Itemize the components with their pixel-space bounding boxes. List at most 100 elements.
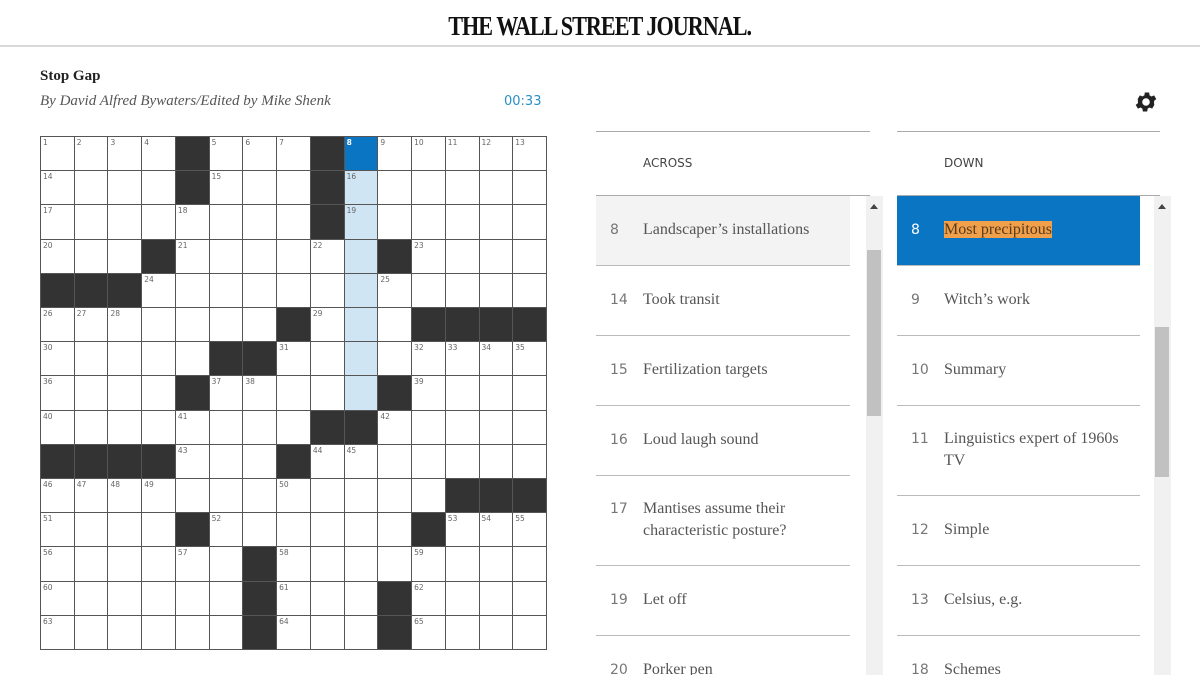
- grid-cell[interactable]: [209, 547, 243, 581]
- grid-cell[interactable]: 1: [41, 137, 74, 171]
- grid-cell[interactable]: [513, 171, 546, 205]
- grid-cell[interactable]: 56: [41, 547, 74, 581]
- grid-cell[interactable]: [479, 444, 513, 478]
- grid-cell[interactable]: [142, 615, 175, 649]
- grid-cell[interactable]: 62: [412, 581, 445, 615]
- down-clue-item[interactable]: 13 Celsius, e.g.: [897, 566, 1140, 636]
- grid-cell[interactable]: [344, 273, 378, 307]
- grid-cell[interactable]: [243, 513, 277, 547]
- grid-cell[interactable]: [310, 479, 344, 513]
- across-scrollbar[interactable]: [866, 196, 883, 675]
- across-clue-item[interactable]: 15 Fertilization targets: [596, 336, 850, 406]
- grid-cell[interactable]: 35: [513, 342, 546, 376]
- down-clue-item[interactable]: 10 Summary: [897, 336, 1140, 406]
- grid-cell[interactable]: [310, 342, 344, 376]
- grid-cell[interactable]: [277, 205, 310, 239]
- grid-cell[interactable]: [108, 615, 142, 649]
- grid-cell[interactable]: [344, 239, 378, 273]
- scrollbar-thumb[interactable]: [867, 250, 881, 416]
- grid-cell[interactable]: [445, 171, 479, 205]
- grid-cell[interactable]: [412, 171, 445, 205]
- grid-cell[interactable]: 3: [108, 137, 142, 171]
- grid-cell[interactable]: [479, 581, 513, 615]
- grid-cell[interactable]: [378, 342, 412, 376]
- grid-cell[interactable]: [243, 273, 277, 307]
- grid-cell[interactable]: [479, 205, 513, 239]
- grid-cell[interactable]: 13: [513, 137, 546, 171]
- grid-cell[interactable]: [344, 479, 378, 513]
- grid-cell[interactable]: [142, 205, 175, 239]
- grid-cell[interactable]: [209, 239, 243, 273]
- grid-cell[interactable]: 44: [310, 444, 344, 478]
- grid-cell[interactable]: [74, 205, 108, 239]
- grid-cell[interactable]: 31: [277, 342, 310, 376]
- grid-cell[interactable]: 17: [41, 205, 74, 239]
- scroll-up-arrow-icon[interactable]: [870, 204, 878, 209]
- grid-cell[interactable]: 22: [310, 239, 344, 273]
- grid-cell[interactable]: 49: [142, 479, 175, 513]
- down-clue-item[interactable]: 8 Most precipitous: [897, 196, 1140, 266]
- grid-cell[interactable]: [378, 513, 412, 547]
- grid-cell[interactable]: [243, 171, 277, 205]
- grid-cell[interactable]: [74, 547, 108, 581]
- grid-cell[interactable]: 27: [74, 308, 108, 342]
- grid-cell[interactable]: [108, 581, 142, 615]
- grid-cell[interactable]: 28: [108, 308, 142, 342]
- grid-cell[interactable]: [209, 308, 243, 342]
- grid-cell[interactable]: [378, 547, 412, 581]
- grid-cell[interactable]: 24: [142, 273, 175, 307]
- grid-cell[interactable]: [209, 444, 243, 478]
- grid-cell[interactable]: [445, 444, 479, 478]
- grid-cell[interactable]: 46: [41, 479, 74, 513]
- grid-cell[interactable]: [209, 205, 243, 239]
- grid-cell[interactable]: [175, 479, 209, 513]
- grid-cell[interactable]: [479, 615, 513, 649]
- grid-cell[interactable]: 25: [378, 273, 412, 307]
- grid-cell[interactable]: [108, 205, 142, 239]
- grid-cell[interactable]: 57: [175, 547, 209, 581]
- grid-cell[interactable]: [513, 547, 546, 581]
- grid-cell[interactable]: [344, 342, 378, 376]
- grid-cell[interactable]: [479, 171, 513, 205]
- grid-cell[interactable]: [175, 581, 209, 615]
- down-clue-item[interactable]: 9 Witch’s work: [897, 266, 1140, 336]
- grid-cell[interactable]: [243, 444, 277, 478]
- grid-cell[interactable]: 33: [445, 342, 479, 376]
- grid-cell[interactable]: [142, 410, 175, 444]
- grid-cell[interactable]: [108, 376, 142, 410]
- grid-cell[interactable]: [479, 547, 513, 581]
- grid-cell[interactable]: [513, 410, 546, 444]
- grid-cell[interactable]: 21: [175, 239, 209, 273]
- grid-cell[interactable]: [277, 171, 310, 205]
- grid-cell[interactable]: [243, 308, 277, 342]
- grid-cell[interactable]: [108, 171, 142, 205]
- grid-cell[interactable]: [108, 547, 142, 581]
- grid-cell[interactable]: 34: [479, 342, 513, 376]
- grid-cell[interactable]: 55: [513, 513, 546, 547]
- grid-cell[interactable]: [412, 410, 445, 444]
- down-clue-item[interactable]: 11 Linguistics expert of 1960s TV: [897, 406, 1140, 496]
- grid-cell[interactable]: [74, 581, 108, 615]
- grid-cell[interactable]: [74, 239, 108, 273]
- grid-cell[interactable]: [479, 410, 513, 444]
- grid-cell[interactable]: [412, 479, 445, 513]
- wsj-logo[interactable]: THE WALL STREET JOURNAL.: [448, 11, 753, 41]
- grid-cell[interactable]: [209, 410, 243, 444]
- grid-cell[interactable]: [445, 615, 479, 649]
- grid-cell[interactable]: [74, 342, 108, 376]
- grid-cell[interactable]: 54: [479, 513, 513, 547]
- grid-cell[interactable]: 9: [378, 137, 412, 171]
- grid-cell[interactable]: [277, 513, 310, 547]
- grid-cell[interactable]: [445, 547, 479, 581]
- grid-cell[interactable]: [175, 273, 209, 307]
- grid-cell[interactable]: [513, 273, 546, 307]
- across-clue-item[interactable]: 8 Landscaper’s installations: [596, 196, 850, 266]
- grid-cell[interactable]: [277, 410, 310, 444]
- grid-cell[interactable]: [513, 444, 546, 478]
- grid-cell[interactable]: [344, 581, 378, 615]
- grid-cell[interactable]: 39: [412, 376, 445, 410]
- grid-cell[interactable]: 8: [344, 137, 378, 171]
- grid-cell[interactable]: [513, 581, 546, 615]
- grid-cell[interactable]: 36: [41, 376, 74, 410]
- grid-cell[interactable]: 4: [142, 137, 175, 171]
